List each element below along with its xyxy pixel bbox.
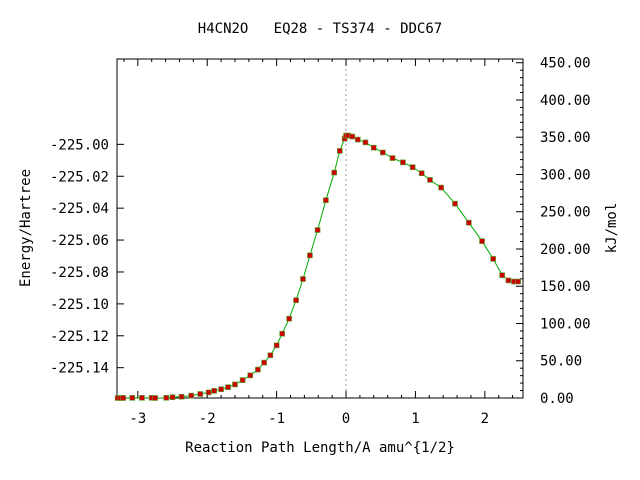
data-point — [427, 177, 433, 183]
data-point — [438, 184, 444, 191]
y-tick-label: -225.12 — [50, 329, 109, 345]
data-point — [293, 297, 299, 304]
y2-tick-label: 350.00 — [540, 130, 591, 146]
data-point — [370, 144, 377, 151]
y2-tick-label: 400.00 — [540, 93, 591, 109]
x-axis-label: Reaction Path Length/A amu^{1/2} — [185, 440, 455, 456]
data-point — [362, 139, 369, 146]
y2-tick-label: 200.00 — [540, 242, 591, 258]
x-tick-label: -3 — [129, 411, 146, 427]
data-point — [225, 384, 231, 390]
data-point — [139, 395, 145, 401]
data-point — [466, 219, 472, 226]
x-tick-label: 0 — [342, 411, 350, 427]
data-point — [479, 238, 485, 244]
data-point — [349, 133, 356, 140]
y-tick-label: -225.06 — [50, 233, 109, 249]
data-point — [279, 330, 285, 337]
data-point — [267, 352, 274, 359]
plot-frame — [116, 58, 524, 399]
x-tick-label: -2 — [199, 411, 216, 427]
data-point — [323, 197, 329, 203]
x-axis-ticks: -3 -2 -1 0 1 2 — [123, 59, 514, 427]
data-point — [418, 170, 425, 177]
data-point — [247, 372, 254, 379]
y-tick-label: -225.14 — [50, 361, 109, 377]
y2-tick-label: 300.00 — [540, 167, 591, 183]
y2-axis-label: kJ/mol — [604, 203, 620, 254]
y-tick-label: -225.08 — [50, 265, 109, 281]
data-point — [261, 359, 267, 366]
y-axis-ticks: -225.00 -225.02 -225.04 -225.06 -225.08 -225.… — [50, 137, 124, 377]
data-point — [152, 395, 158, 401]
y-tick-label: -225.00 — [50, 137, 109, 153]
data-point — [452, 200, 458, 207]
y2-tick-label: 50.00 — [540, 354, 582, 370]
y2-axis-ticks: 0.00 50.00 100.00 150.00 200.00 250.00 300.00 3… — [516, 56, 591, 407]
data-point — [188, 392, 195, 399]
data-point — [355, 136, 361, 143]
x-tick-label: 1 — [411, 411, 419, 427]
data-point — [129, 395, 136, 401]
data-point — [490, 256, 496, 262]
data-point — [307, 252, 313, 259]
y-tick-label: -225.04 — [50, 201, 109, 217]
y-tick-label: -225.02 — [50, 169, 109, 185]
data-point — [120, 395, 127, 401]
data-point — [255, 366, 261, 373]
data-points — [114, 132, 521, 401]
data-point — [197, 391, 204, 397]
data-point — [505, 277, 512, 284]
y-axis-label: Energy/Hartree — [18, 169, 34, 287]
chart-title: H4CN2O EQ28 - TS374 - DDC67 — [198, 21, 442, 37]
y2-tick-label: 250.00 — [540, 205, 591, 221]
y2-tick-label: 450.00 — [540, 56, 591, 72]
data-point — [163, 395, 170, 401]
data-point — [232, 381, 238, 388]
data-point — [331, 169, 338, 176]
data-point — [515, 278, 521, 285]
data-point — [273, 342, 280, 349]
data-point — [169, 394, 176, 401]
y2-tick-label: 0.00 — [540, 391, 574, 407]
x-tick-label: 2 — [481, 411, 489, 427]
data-point — [389, 155, 396, 161]
y2-tick-label: 150.00 — [540, 279, 591, 295]
data-point — [300, 276, 306, 282]
data-point — [286, 315, 292, 322]
data-point — [336, 148, 343, 154]
data-point — [380, 149, 386, 156]
energy-curve — [117, 135, 519, 399]
data-point — [400, 159, 406, 166]
data-point — [211, 388, 217, 394]
data-point — [314, 227, 321, 233]
data-point — [178, 393, 185, 400]
y-tick-label: -225.10 — [50, 297, 109, 313]
data-point — [409, 164, 416, 170]
y2-tick-label: 100.00 — [540, 316, 591, 332]
data-point — [218, 386, 224, 393]
data-point — [205, 389, 212, 396]
data-point — [499, 272, 505, 278]
data-point — [239, 377, 246, 383]
x-tick-label: -1 — [268, 411, 285, 427]
